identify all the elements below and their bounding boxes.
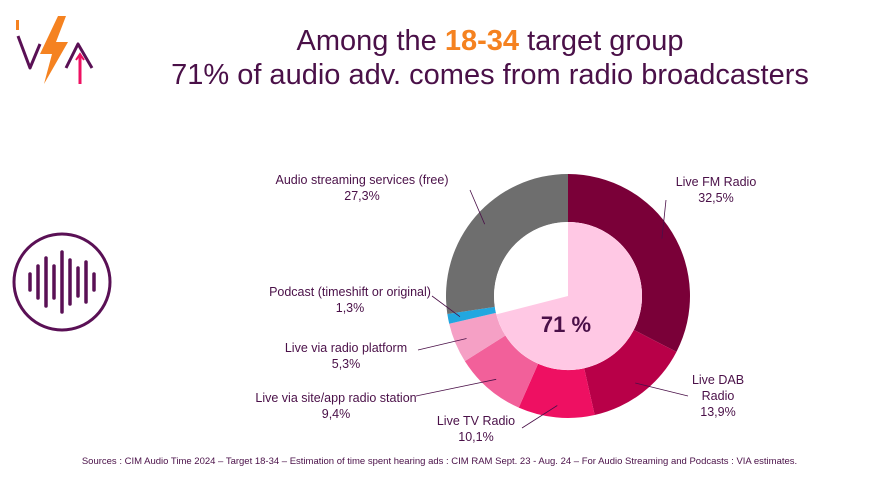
label-streaming-name: Audio streaming services (free)	[276, 173, 449, 187]
leader-live-via-radio-platform	[417, 338, 467, 351]
label-live-tv-name: Live TV Radio	[437, 414, 515, 428]
inner-radio-share-wedge	[496, 222, 642, 371]
page-title: Among the 18-34 target group 71% of audi…	[120, 24, 860, 92]
label-radio-platform-name: Live via radio platform	[285, 341, 407, 355]
label-streaming-value: 27,3%	[344, 189, 379, 203]
label-live-dab-name-1: Live DAB	[692, 373, 744, 387]
title-highlight: 18-34	[444, 25, 520, 57]
label-live-dab-value: 13,9%	[700, 405, 735, 419]
leader-podcast-timeshift-or-original	[431, 295, 461, 317]
label-podcast-value: 1,3%	[336, 301, 365, 315]
label-radio-platform-value: 5,3%	[332, 357, 361, 371]
label-podcast-name: Podcast (timeshift or original)	[269, 285, 431, 299]
leader-lines	[415, 189, 689, 429]
slice-live-via-site-app-radio-station	[464, 335, 539, 408]
title-line-2: 71% of audio adv. comes from radio broad…	[171, 59, 809, 91]
label-live-fm-name: Live FM Radio	[676, 175, 757, 189]
label-live-tv-value: 10,1%	[458, 430, 493, 444]
leader-live-via-site-app-radio-station	[415, 378, 497, 397]
label-site-app-value: 9,4%	[322, 407, 351, 421]
label-live-fm-value: 32,5%	[698, 191, 733, 205]
slice-audio-streaming-services-free	[445, 174, 568, 314]
slice-live-via-radio-platform	[449, 312, 506, 362]
slice-live-fm-radio	[568, 174, 690, 352]
slice-live-dab-radio	[584, 329, 677, 416]
source-note: Sources : CIM Audio Time 2024 – Target 1…	[81, 456, 798, 467]
leader-live-dab-radio	[635, 382, 689, 397]
slice-live-tv-radio	[518, 363, 595, 418]
center-label: 71 %	[541, 312, 591, 337]
title-post: target group	[519, 25, 684, 57]
label-site-app-name: Live via site/app radio station	[255, 391, 416, 405]
donut-rings	[445, 174, 690, 418]
audio-wave-icon	[12, 232, 112, 332]
leader-live-fm-radio	[661, 199, 667, 239]
title-pre: Among the	[296, 25, 445, 57]
leader-audio-streaming-services-free	[469, 189, 486, 225]
leader-live-tv-radio	[521, 405, 558, 429]
title-line-1: Among the 18-34 target group	[120, 24, 860, 58]
via-logo	[16, 16, 94, 84]
label-live-dab-name-2: Radio	[702, 389, 735, 403]
slice-podcast-timeshift-or-original	[447, 306, 496, 324]
